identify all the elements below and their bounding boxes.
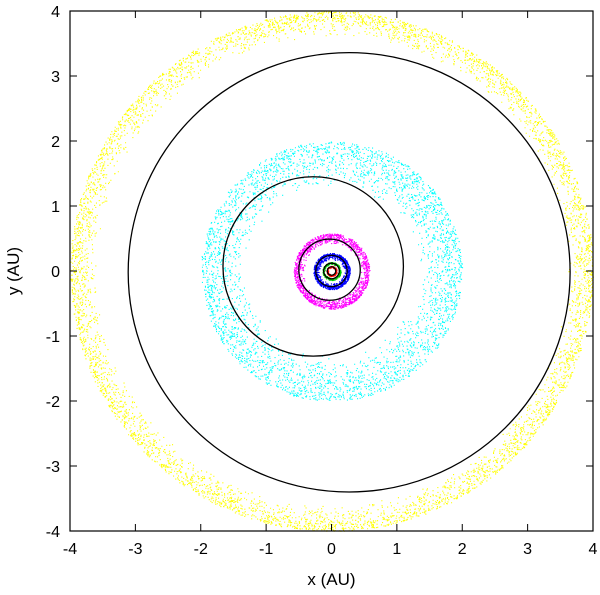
particle-series xyxy=(293,233,371,310)
y-tick-label: -1 xyxy=(46,329,60,346)
x-tick-label: -1 xyxy=(259,541,273,558)
orbit-path xyxy=(298,238,361,301)
orbit-layer xyxy=(127,51,571,493)
x-tick-label: 1 xyxy=(392,541,401,558)
x-axis-label: x (AU) xyxy=(307,570,355,589)
particle-points xyxy=(70,11,595,532)
particle-series xyxy=(313,253,351,291)
particle-points xyxy=(293,233,371,310)
y-tick-label: 0 xyxy=(51,264,60,281)
x-tick-label: 0 xyxy=(327,541,336,558)
particle-series xyxy=(201,141,464,401)
x-tick-label: 2 xyxy=(458,541,467,558)
y-tick-label: 2 xyxy=(51,134,60,151)
particle-series xyxy=(70,11,595,532)
y-axis-label: y (AU) xyxy=(4,247,23,295)
orbit-path xyxy=(323,262,340,280)
x-tick-label: 3 xyxy=(523,541,532,558)
y-tick-label: -4 xyxy=(46,524,60,541)
y-tick-label: 4 xyxy=(51,4,60,21)
x-tick-label: 4 xyxy=(589,541,598,558)
particle-points xyxy=(201,141,464,401)
orbit-path xyxy=(222,176,405,357)
x-tick-label: -4 xyxy=(63,541,77,558)
orbit-path xyxy=(127,51,571,493)
particle-points xyxy=(313,253,351,291)
y-tick-label: 3 xyxy=(51,69,60,86)
x-tick-label: -2 xyxy=(194,541,208,558)
y-tick-label: -2 xyxy=(46,394,60,411)
orbit-path xyxy=(315,254,348,288)
x-tick-label: -3 xyxy=(128,541,142,558)
y-tick-label: 1 xyxy=(51,199,60,216)
y-tick-label: -3 xyxy=(46,459,60,476)
particle-layer xyxy=(70,11,595,532)
orbit-path xyxy=(326,266,337,276)
tick-layer: -4 -3 -2 -1 0 1 2 3 4 -4 -3 -2 -1 0 1 2 3 4 xyxy=(46,4,598,558)
